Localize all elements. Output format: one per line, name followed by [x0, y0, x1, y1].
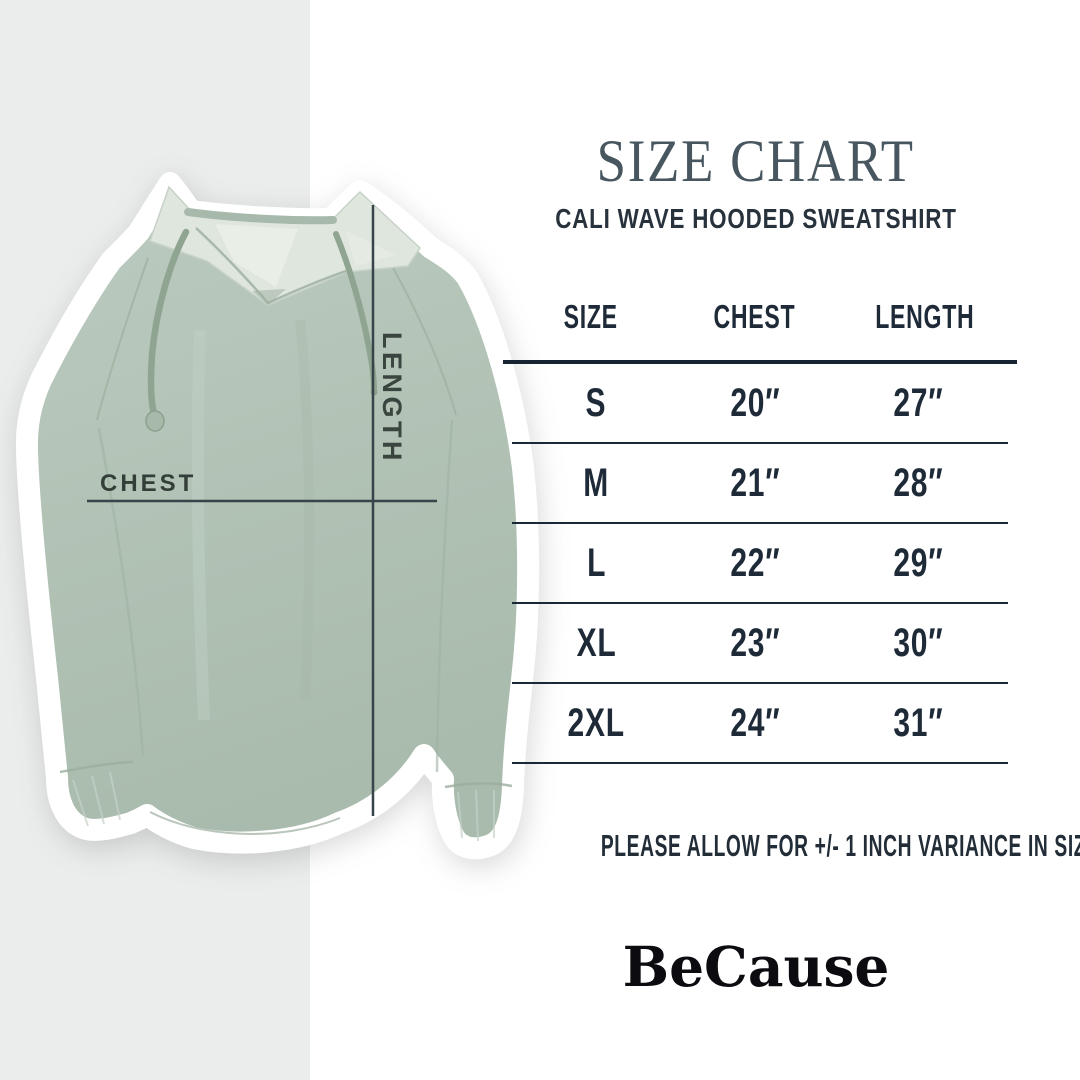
page-title-text: SIZE CHART [596, 128, 916, 194]
cell-length: 27″ [893, 380, 944, 425]
size-table-body: S 20″ 27″ M 21″ 28″ L 22″ 29″ XL 23″ 30″… [512, 364, 1008, 764]
table-row-s: S 20″ 27″ [512, 364, 1008, 444]
left-drawstring-knot [145, 410, 165, 432]
page-subtitle: CALI WAVE HOODED SWEATSHIRT [448, 202, 1064, 236]
cell-length: 31″ [893, 700, 944, 745]
left-sleeve-crease [97, 427, 145, 756]
column-header-length: LENGTH [874, 298, 975, 335]
page-title: SIZE CHART [448, 126, 1064, 196]
right-cuff-ribs [457, 789, 495, 842]
brand-logo: BeCause [622, 934, 890, 999]
table-row-l: L 22″ 29″ [512, 524, 1008, 604]
table-row-xl: XL 23″ 30″ [512, 604, 1008, 684]
right-raglan-seam [383, 251, 457, 416]
left-cuff-seam [59, 760, 134, 774]
fabric-fold-shadow [295, 319, 315, 701]
cell-size: M [583, 460, 610, 505]
table-row-2xl: 2XL 24″ 31″ [512, 684, 1008, 764]
right-cuff-seam [444, 782, 513, 789]
page-subtitle-text: CALI WAVE HOODED SWEATSHIRT [555, 203, 957, 234]
variance-note: PLEASE ALLOW FOR +/- 1 INCH VARIANCE IN … [448, 829, 1080, 863]
cell-chest: 24″ [730, 700, 781, 745]
cell-length: 28″ [893, 460, 944, 505]
cell-chest: 22″ [730, 540, 781, 585]
left-drawstring [147, 228, 190, 418]
size-table-header: SIZE CHEST LENGTH [503, 282, 1017, 364]
variance-note-text: PLEASE ALLOW FOR +/- 1 INCH VARIANCE IN … [600, 828, 1080, 863]
cell-length: 30″ [893, 620, 944, 665]
hem-stitch [149, 811, 341, 835]
neckline-shadow [252, 289, 286, 305]
cell-size: 2XL [567, 700, 625, 745]
fabric-fold-highlight [191, 329, 210, 721]
size-table: SIZE CHEST LENGTH S 20″ 27″ M 21″ 28″ L … [503, 282, 1017, 764]
left-cuff-ribs [72, 771, 121, 827]
cell-chest: 23″ [730, 620, 781, 665]
cell-chest: 21″ [730, 460, 781, 505]
cell-length: 29″ [893, 540, 944, 585]
cell-size: S [585, 380, 607, 425]
hood-lining-highlight-right [345, 230, 396, 266]
right-sleeve-crease [435, 419, 454, 773]
cell-size: L [586, 540, 606, 585]
product-photo-hoodie: LENGTH CHEST [15, 172, 540, 860]
column-header-chest: CHEST [713, 298, 796, 335]
column-header-size: SIZE [563, 298, 618, 335]
chest-label: CHEST [100, 470, 196, 497]
cell-chest: 20″ [730, 380, 781, 425]
hood-binding [184, 208, 337, 225]
table-row-m: M 21″ 28″ [512, 444, 1008, 524]
left-raglan-seam [96, 257, 149, 421]
cell-size: XL [576, 620, 617, 665]
hood-lining-highlight [215, 224, 298, 287]
length-label: LENGTH [377, 332, 407, 464]
